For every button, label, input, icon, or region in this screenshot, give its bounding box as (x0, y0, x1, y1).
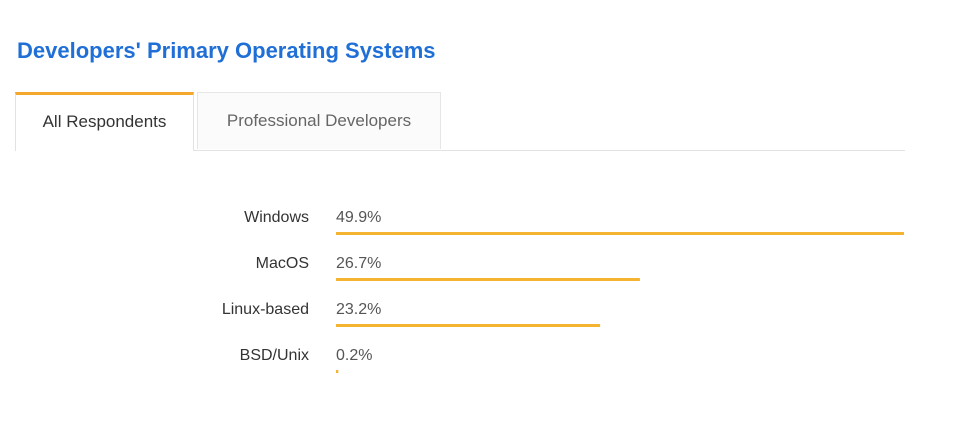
value-label-bsd-unix: 0.2% (336, 347, 372, 364)
bar-macos (336, 278, 640, 281)
value-label-windows: 49.9% (336, 209, 381, 226)
bar-bsd-unix (336, 370, 339, 373)
category-label-linux-based: Linux-based (222, 301, 309, 318)
bar-linux-based (336, 324, 601, 327)
category-label-windows: Windows (244, 209, 309, 226)
bar-windows (336, 232, 904, 235)
category-label-bsd-unix: BSD/Unix (240, 347, 309, 364)
tab-bar: All Respondents Professional Developers (15, 92, 905, 151)
tab-all-respondents[interactable]: All Respondents (15, 92, 194, 151)
category-label-macos: MacOS (256, 255, 309, 272)
value-label-linux-based: 23.2% (336, 301, 381, 318)
value-label-macos: 26.7% (336, 255, 381, 272)
tab-professional-developers[interactable]: Professional Developers (197, 92, 441, 149)
page-title: Developers' Primary Operating Systems (17, 38, 436, 63)
